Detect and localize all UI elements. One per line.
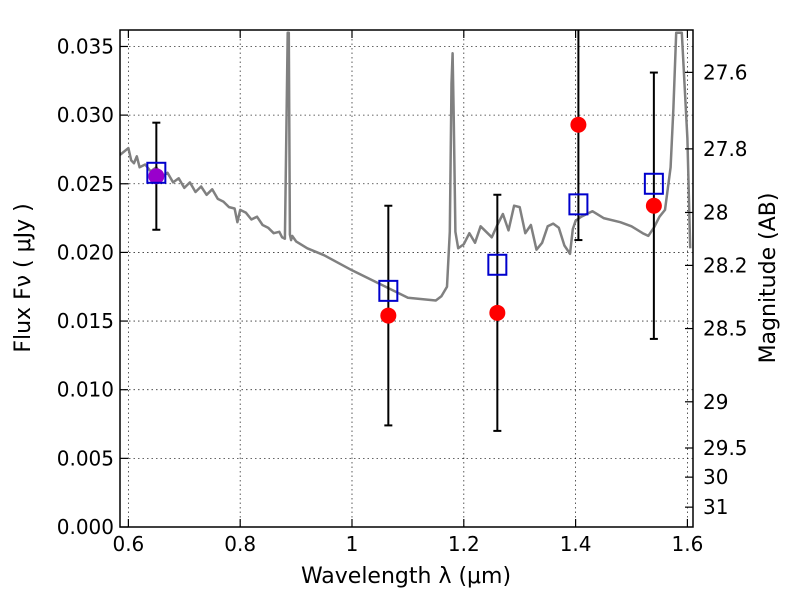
mag-tick-label: 31 xyxy=(703,495,728,519)
axis-layer: 0.6 0.8 1 1.2 1.4 1.6 0.000 0.005 0.010 0.015 0.02… xyxy=(57,30,748,556)
x-tick-label: 1 xyxy=(346,532,359,556)
y-tick-label: 0.020 xyxy=(57,240,114,264)
right-axis-title: Magnitude (AB) xyxy=(756,193,781,364)
model-photometry-square xyxy=(146,161,167,184)
y-tick-label: 0.010 xyxy=(57,378,114,402)
model-photometry-square xyxy=(378,279,399,302)
mag-tick-label: 30 xyxy=(703,465,728,489)
mag-tick-label: 28.2 xyxy=(703,253,748,277)
grid-layer xyxy=(120,30,693,528)
x-tick-label: 1.6 xyxy=(672,532,704,556)
y-tick-label: 0.005 xyxy=(57,446,114,470)
observed-point xyxy=(489,304,506,321)
mag-tick-label: 27.8 xyxy=(703,137,748,161)
plot-frame xyxy=(119,29,694,528)
y-tick-label: 0.030 xyxy=(57,103,114,127)
mag-tick-label: 28 xyxy=(703,200,728,224)
y-axis-title: Flux Fν ( μJy ) xyxy=(11,203,36,352)
mag-tick-label: 27.6 xyxy=(703,60,748,84)
x-tick-label: 0.8 xyxy=(224,532,256,556)
y-tick-label: 0.025 xyxy=(57,172,114,196)
x-tick-label: 0.6 xyxy=(112,532,144,556)
observed-point xyxy=(645,197,662,214)
mag-tick-label: 29 xyxy=(703,390,728,414)
y-tick-label: 0.035 xyxy=(57,34,114,58)
model-photometry-square xyxy=(487,253,508,276)
x-tick-label: 1.2 xyxy=(448,532,480,556)
model-photometry-square xyxy=(568,193,589,216)
observed-point xyxy=(148,168,165,185)
y-tick-label: 0.015 xyxy=(57,309,114,333)
model-spectrum-line xyxy=(120,31,692,302)
mag-tick-label: 28.5 xyxy=(703,317,748,341)
observed-point xyxy=(570,116,587,133)
mag-tick-label: 29.5 xyxy=(703,436,748,460)
model-photometry-square xyxy=(643,172,664,195)
x-axis-title: Wavelength λ (μm) xyxy=(301,564,511,589)
x-tick-label: 1.4 xyxy=(560,532,592,556)
data-layer xyxy=(120,30,692,432)
y-tick-label: 0.000 xyxy=(57,515,114,539)
observed-point xyxy=(380,307,397,324)
